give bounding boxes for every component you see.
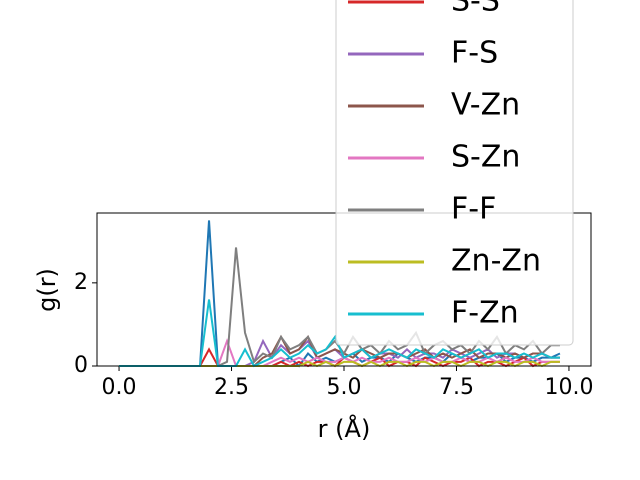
- legend-label: F-F: [451, 192, 496, 227]
- legend-label: V-Zn: [451, 88, 520, 123]
- y-axis-label: g(r): [33, 268, 61, 312]
- legend: S-S F-S V-Zn S-Zn F-F Zn-Zn F-Zn: [335, 0, 574, 346]
- x-tick-label: 10.0: [544, 375, 593, 400]
- x-axis-label: r (Å): [318, 414, 371, 443]
- legend-label: S-S: [451, 0, 500, 19]
- y-tick-label: 0: [74, 353, 88, 378]
- x-tick-label: 2.5: [214, 375, 249, 400]
- y-tick-label: 2: [74, 270, 88, 295]
- x-tick-label: 5.0: [327, 375, 362, 400]
- x-tick-label: 7.5: [439, 375, 474, 400]
- legend-label: Zn-Zn: [451, 244, 541, 279]
- legend-box: [335, 0, 574, 346]
- legend-label: F-Zn: [451, 296, 519, 331]
- x-tick-label: 0.0: [102, 375, 137, 400]
- legend-label: S-Zn: [451, 140, 520, 175]
- legend-label: F-S: [451, 36, 498, 71]
